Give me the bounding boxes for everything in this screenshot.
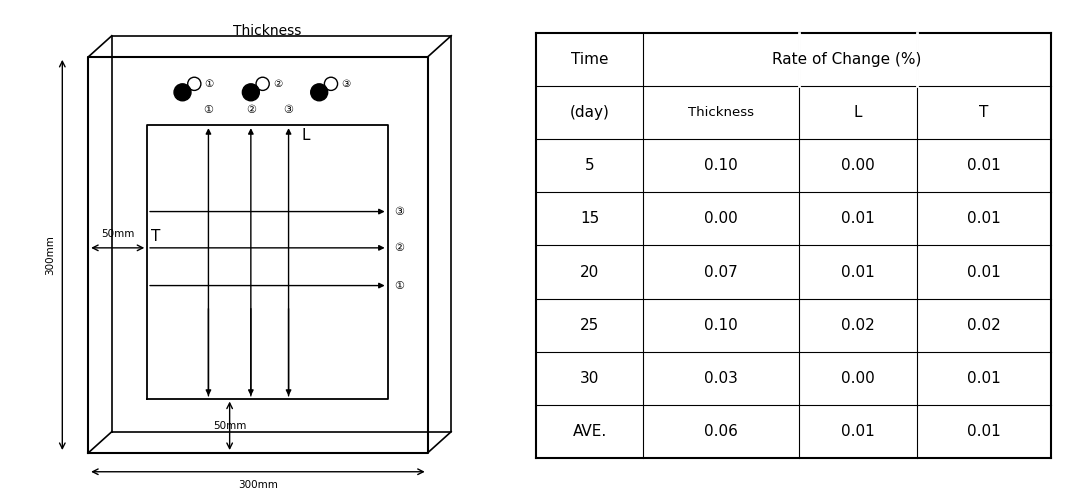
Text: Time: Time [571, 53, 608, 67]
Text: Rate of Change (%): Rate of Change (%) [772, 53, 922, 67]
Text: 300mm: 300mm [238, 480, 278, 490]
Circle shape [242, 84, 259, 101]
Text: ③: ③ [394, 207, 404, 217]
Text: T: T [151, 229, 161, 245]
Text: 0.01: 0.01 [967, 212, 1000, 226]
Text: 0.10: 0.10 [704, 318, 738, 332]
Text: 30: 30 [580, 371, 599, 385]
Text: Thickness: Thickness [688, 107, 754, 119]
Text: L: L [301, 128, 310, 143]
Text: 0.01: 0.01 [967, 265, 1000, 279]
Text: 0.01: 0.01 [840, 265, 875, 279]
Text: 0.03: 0.03 [704, 371, 738, 385]
Text: ①: ① [205, 79, 214, 89]
Text: 0.01: 0.01 [840, 212, 875, 226]
Text: ③: ③ [284, 105, 294, 115]
Circle shape [311, 84, 328, 101]
Text: 0.00: 0.00 [704, 212, 738, 226]
Text: ③: ③ [341, 79, 351, 89]
Text: 0.02: 0.02 [967, 318, 1000, 332]
Text: L: L [853, 106, 862, 120]
Text: 0.00: 0.00 [840, 371, 875, 385]
Text: 20: 20 [580, 265, 599, 279]
Text: 50mm: 50mm [213, 421, 247, 431]
Text: 300mm: 300mm [45, 235, 56, 275]
Text: T: T [979, 106, 988, 120]
Text: 5: 5 [585, 159, 594, 173]
Text: ②: ② [245, 105, 256, 115]
Text: 0.01: 0.01 [967, 159, 1000, 173]
Text: 0.01: 0.01 [840, 424, 875, 438]
Text: 0.01: 0.01 [967, 424, 1000, 438]
Text: 25: 25 [580, 318, 599, 332]
Text: 0.10: 0.10 [704, 159, 738, 173]
Text: (day): (day) [569, 106, 610, 120]
Text: Thickness: Thickness [234, 24, 301, 38]
Text: 0.00: 0.00 [840, 159, 875, 173]
Text: 0.06: 0.06 [704, 424, 738, 438]
Text: 0.02: 0.02 [840, 318, 875, 332]
Text: ①: ① [394, 280, 404, 291]
Text: ①: ① [204, 105, 213, 115]
Circle shape [174, 84, 191, 101]
Text: 15: 15 [580, 212, 599, 226]
Text: 50mm: 50mm [101, 229, 134, 240]
Text: 0.01: 0.01 [967, 371, 1000, 385]
Text: AVE.: AVE. [572, 424, 607, 438]
Text: ②: ② [394, 243, 404, 253]
Text: ②: ② [273, 79, 282, 89]
Text: 0.07: 0.07 [704, 265, 738, 279]
